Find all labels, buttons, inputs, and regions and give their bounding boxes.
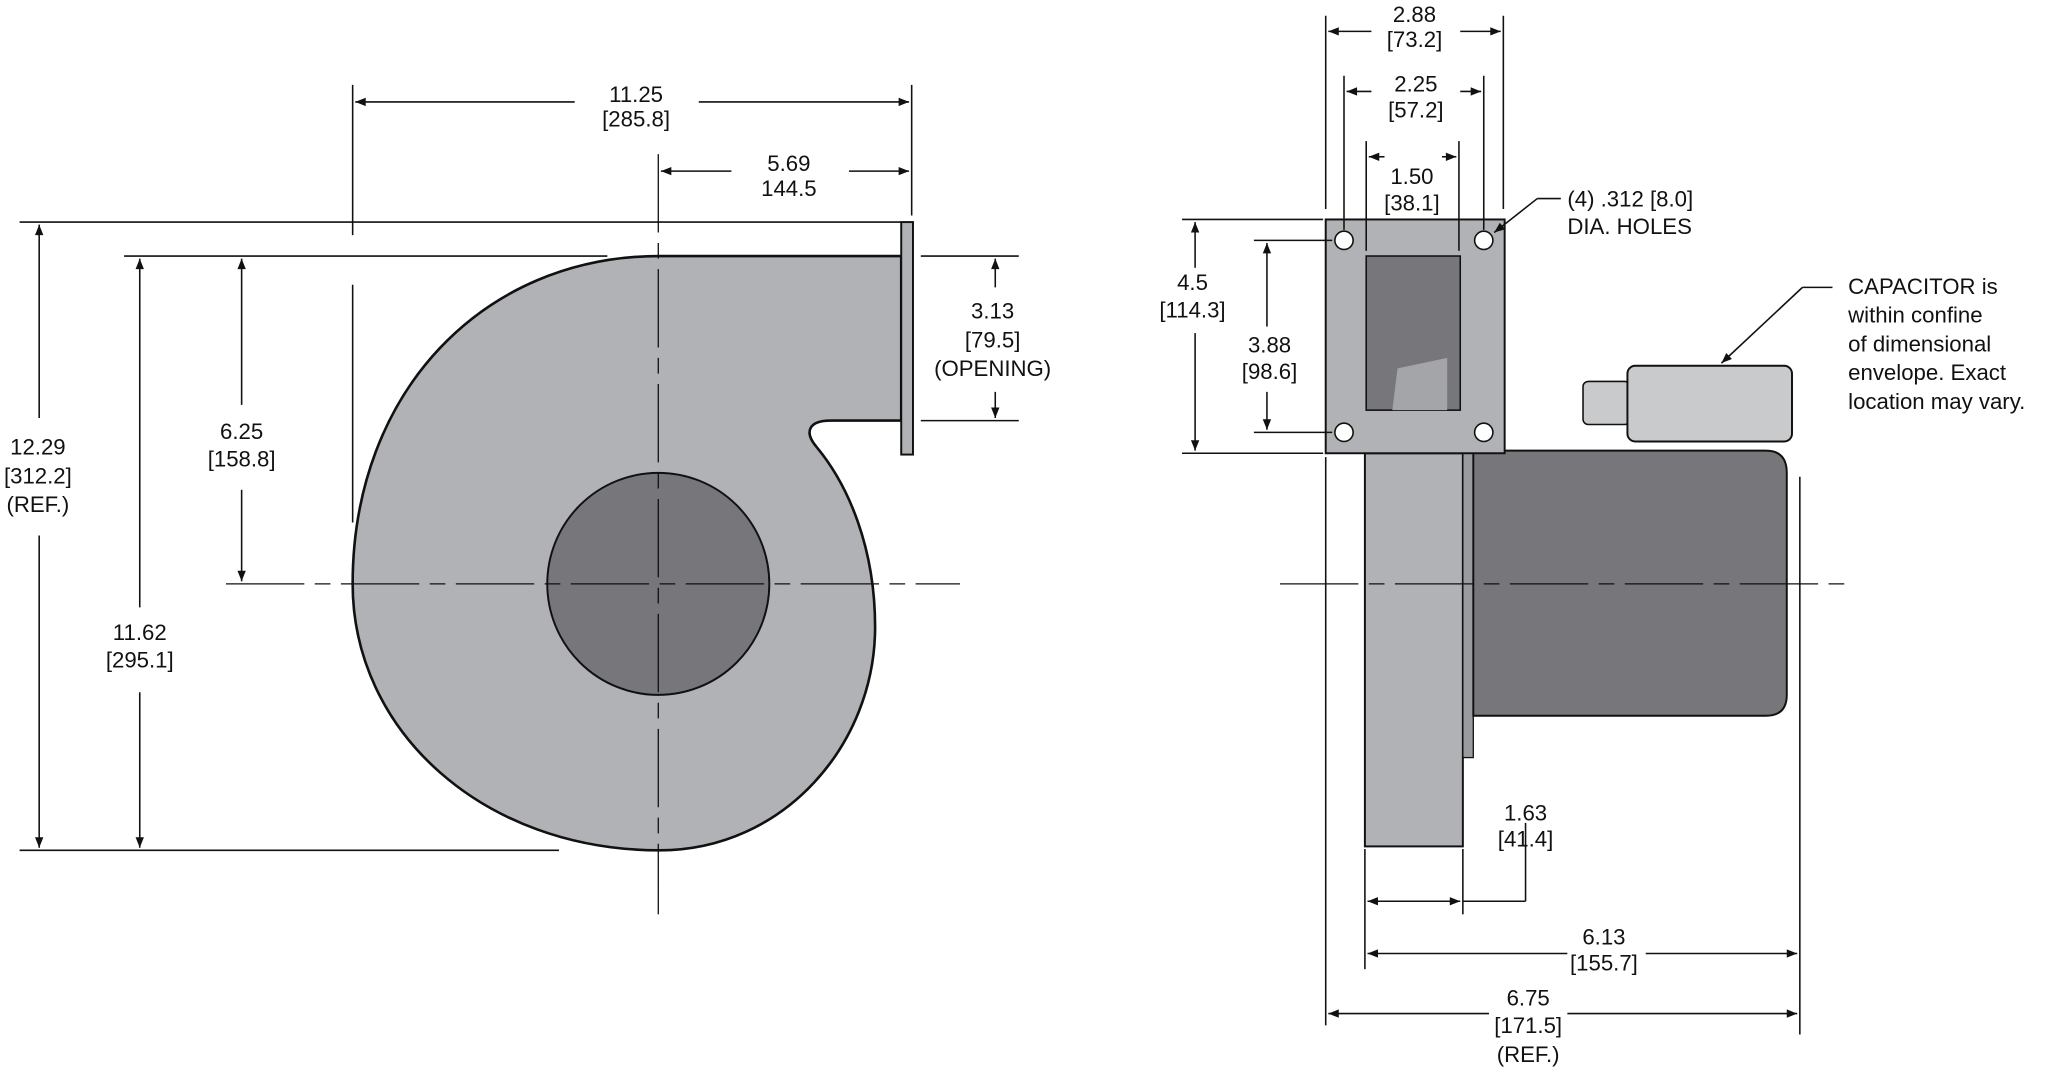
holes xyxy=(1334,230,1494,443)
outlet-flange xyxy=(900,221,914,456)
note: (4) .312 [8.0] xyxy=(1567,186,1693,211)
capacitor xyxy=(1626,364,1793,443)
dimension-lines xyxy=(19,84,1019,852)
dim-value: 3.13 xyxy=(971,299,1014,324)
back-plate xyxy=(1462,452,1474,759)
dim-value: 1.50 xyxy=(1390,164,1433,189)
dim-value: [158.8] xyxy=(208,446,276,471)
dim-value: [38.1] xyxy=(1384,190,1440,215)
dim-value: [285.8] xyxy=(602,107,670,132)
front-view: 11.25 [285.8] 5.69 144.5 3.13 [79.5] (OP… xyxy=(4,82,1051,915)
housing xyxy=(1363,452,1464,848)
note: location may vary. xyxy=(1848,389,2025,414)
dim-value: [98.6] xyxy=(1242,359,1298,384)
note: of dimensional xyxy=(1848,331,1991,356)
dim-value: (REF.) xyxy=(6,492,69,517)
dim-value: 11.62 xyxy=(113,620,167,645)
note: envelope. Exact xyxy=(1848,360,2006,385)
dim-value: (REF.) xyxy=(1497,1042,1560,1067)
dim-value: [57.2] xyxy=(1388,98,1444,123)
dim-value: 144.5 xyxy=(761,176,817,201)
dim-value: [171.5] xyxy=(1494,1013,1562,1038)
dim-value: 12.29 xyxy=(10,435,66,460)
capacitor-stub xyxy=(1582,380,1631,426)
dim-value: [155.7] xyxy=(1570,950,1638,975)
note: DIA. HOLES xyxy=(1567,214,1692,239)
dim-value: 5.69 xyxy=(767,151,810,176)
dim-value: 1.63 xyxy=(1504,800,1547,825)
dim-value: 6.13 xyxy=(1582,924,1625,949)
dim-value: [79.5] xyxy=(965,327,1021,352)
cutoff xyxy=(1392,357,1448,411)
dim-value: [73.2] xyxy=(1387,27,1443,52)
dim-value: 6.25 xyxy=(220,419,263,444)
dim-value: 3.88 xyxy=(1248,333,1291,358)
note: CAPACITOR is xyxy=(1848,274,1998,299)
dim-value: 6.75 xyxy=(1507,986,1550,1011)
dimension-lines xyxy=(1182,15,1833,1035)
dim-value: 2.88 xyxy=(1393,2,1436,27)
dim-value: 2.25 xyxy=(1394,71,1437,96)
side-view: 2.88 [73.2] 2.25 [57.2] 1.50 [38.1] 4.5 … xyxy=(1159,2,2025,1067)
note: within confine xyxy=(1847,303,1982,328)
dim-value: [114.3] xyxy=(1159,297,1225,322)
dim-value: 4.5 xyxy=(1177,270,1208,295)
dim-value: [312.2] xyxy=(4,463,72,488)
dim-value: 11.25 xyxy=(609,82,663,107)
dim-value: (OPENING) xyxy=(934,356,1051,381)
dim-value: [41.4] xyxy=(1498,826,1554,851)
dim-value: [295.1] xyxy=(106,647,174,672)
